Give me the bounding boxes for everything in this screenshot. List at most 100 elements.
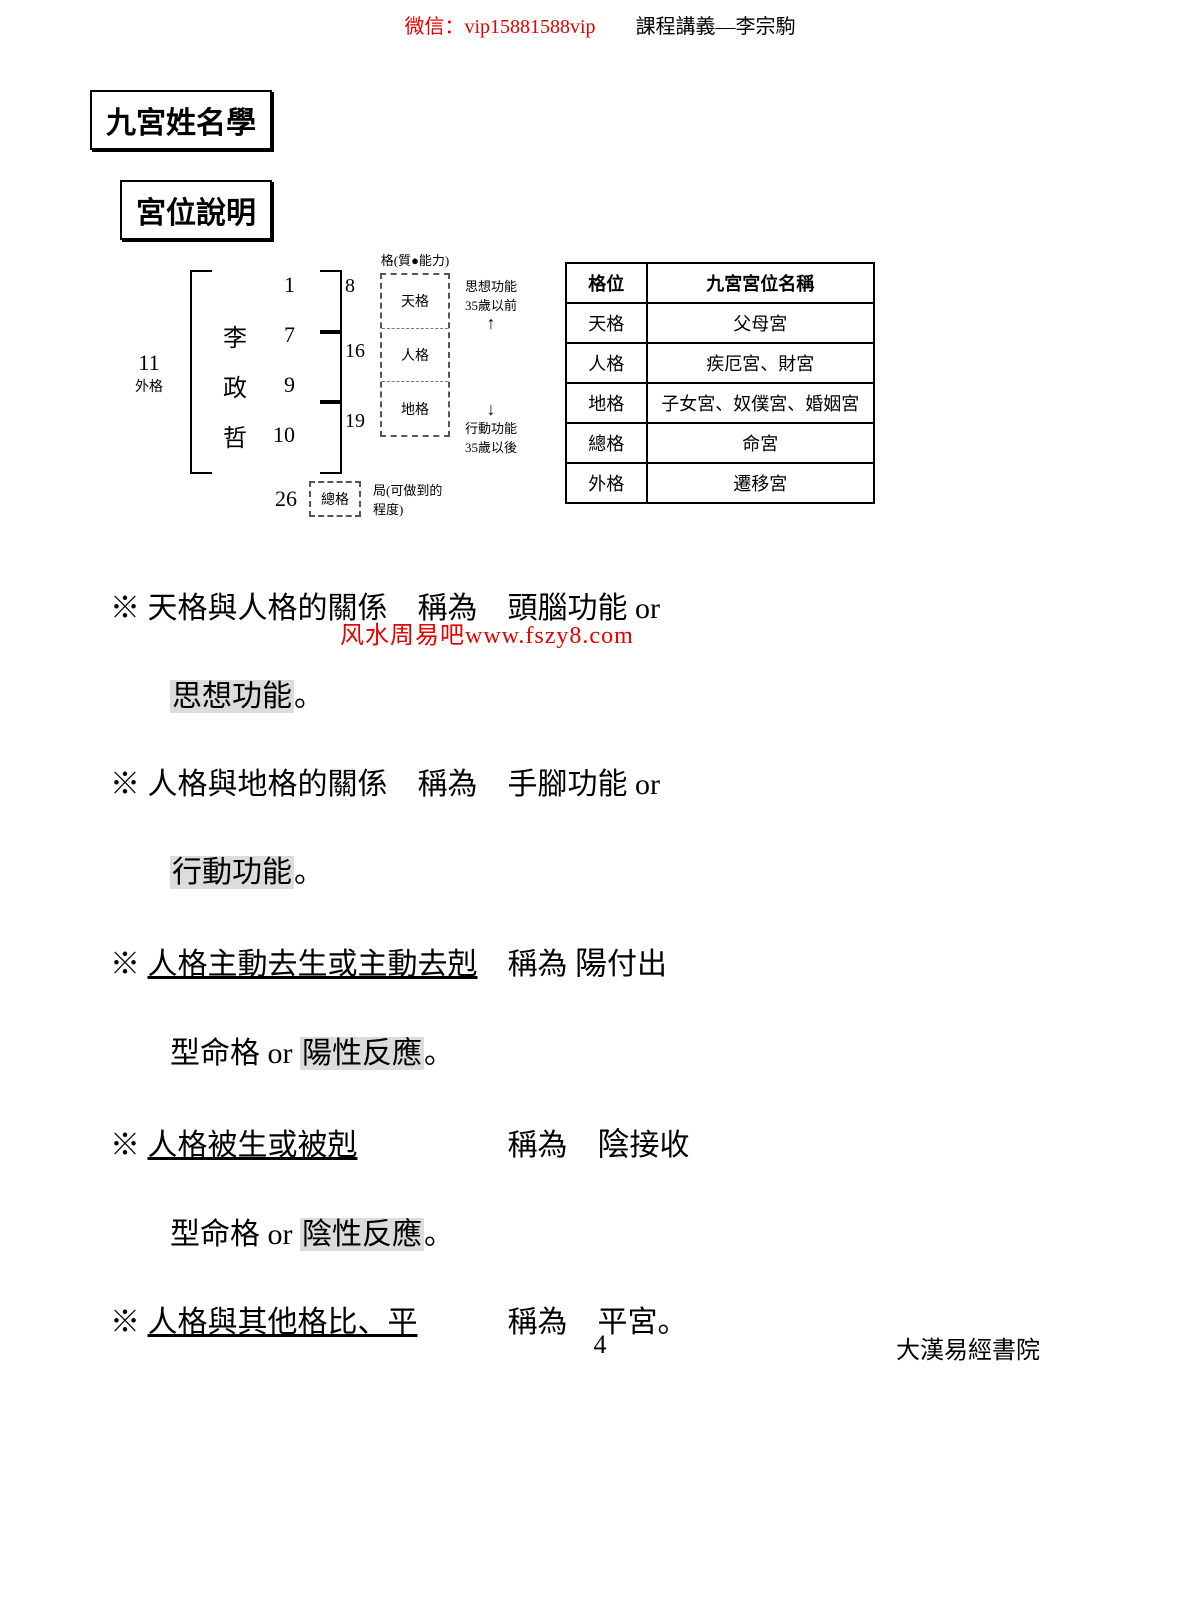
handwritten: 陽 [575,945,607,981]
page-number: 4 [594,1330,607,1360]
name-row: 1 [215,260,295,310]
td: 人格 [566,343,647,383]
highlight: 行動功能 [170,856,294,889]
para: 型命格 or 陰性反應。 [110,1196,1090,1274]
name-stroke: 1 [255,272,295,298]
name-stroke: 10 [255,422,295,448]
underline: 人格與其他格比、平 [148,1306,418,1339]
name-column: 1 李 7 政 9 哲 10 [215,260,295,460]
name-char: 李 [215,318,255,353]
body-text: ※ 天格與人格的關係 稱為 頭腦功能 or 思想功能。 ※ 人格與地格的關係 稱… [110,570,1090,1372]
note-top: 思想功能 35歲以前 [465,276,517,332]
note-bottom: 行動功能 35歲以後 [465,400,517,456]
left-bracket [190,270,212,474]
table-row: 總格命宮 [566,423,874,463]
title-sub: 宮位說明 [120,180,272,240]
left-label-text: 外格 [135,376,163,396]
wechat-id: vip15881588vip [464,16,595,38]
text: 。 [294,680,324,713]
underline: 人格被生或被剋 [148,1129,358,1162]
text: 稱為 平宮。 [418,1306,688,1339]
text: 付出 [607,948,667,981]
total-note: 局(可做到的程度) [373,480,443,518]
text: 。 [294,856,324,889]
table-row: 人格疾厄宮、財宮 [566,343,874,383]
para: ※ 天格與人格的關係 稱為 頭腦功能 or [110,570,1090,648]
text: 。 [424,1037,454,1070]
td: 總格 [566,423,647,463]
total-row: 26 總格 局(可做到的程度) [275,480,443,518]
highlight: 陽性反應 [300,1037,424,1070]
td: 地格 [566,383,647,423]
ge-column: 格(質●能力) 天格 人格 地格 [380,250,450,437]
left-outer-label: 11 外格 [135,350,163,396]
para: 型命格 or 陽性反應。 [110,1015,1090,1093]
para: ※ 人格被生或被剋 稱為 陰接收 [110,1103,1090,1186]
para: ※ 人格與地格的關係 稱為 手腳功能 or [110,746,1090,824]
footer-publisher: 大漢易經書院 [896,1330,1040,1365]
handwritten: 陰 [598,1126,630,1162]
text: 稱為 [358,1129,598,1162]
td: 外格 [566,463,647,503]
bracket [320,400,342,474]
doc-title: 課程講義—李宗駒 [636,10,796,39]
name-row: 李 7 [215,310,295,360]
ge-cell: 天格 [382,275,448,329]
td: 疾厄宮、財宮 [647,343,874,383]
note-text: 思想功能 [465,276,517,295]
para: 行動功能。 [110,834,1090,912]
td: 遷移宮 [647,463,874,503]
arrow-up-icon [465,314,517,332]
text: 型命格 or [170,1218,300,1251]
name-char: 政 [215,368,255,403]
wechat-label: 微信： [404,16,464,38]
text: 型命格 or [170,1037,300,1070]
bracket-sum: 19 [345,410,365,433]
bracket [320,270,342,334]
name-char: 哲 [215,418,255,453]
table-row: 外格遷移宮 [566,463,874,503]
td: 子女宮、奴僕宮、婚姻宮 [647,383,874,423]
highlight: 思想功能 [170,680,294,713]
wechat-line: 微信：vip15881588vip [404,10,595,39]
bracket-sum: 16 [345,340,365,363]
th: 九宮宮位名稱 [647,263,874,303]
ge-header: 格(質●能力) [380,250,450,269]
text: 稱為 [478,948,576,981]
text: ※ [110,948,148,981]
name-diagram: 11 外格 1 李 7 政 9 哲 10 8 16 19 格(質●能力) 天格 … [95,250,875,520]
para: ※ 人格主動去生或主動去剋 稱為 陽付出 [110,922,1090,1005]
text: ※ 人格與地格的關係 稱為 手腳功能 or [110,768,660,801]
left-num: 11 [135,350,163,376]
table-row: 天格父母宮 [566,303,874,343]
name-stroke: 7 [255,322,295,348]
bracket-sum: 8 [345,275,355,298]
name-row: 政 9 [215,360,295,410]
bracket [320,330,342,404]
highlight: 陰性反應 [300,1218,424,1251]
td: 父母宮 [647,303,874,343]
text: 接收 [630,1129,690,1162]
table-row: 地格子女宮、奴僕宮、婚姻宮 [566,383,874,423]
palace-table: 格位 九宮宮位名稱 天格父母宮 人格疾厄宮、財宮 地格子女宮、奴僕宮、婚姻宮 總… [565,262,875,504]
ge-cell: 地格 [382,382,448,435]
ge-box: 天格 人格 地格 [380,273,450,437]
text: 。 [424,1218,454,1251]
text: ※ [110,1129,148,1162]
name-stroke: 9 [255,372,295,398]
para: 思想功能。 [110,658,1090,736]
text: ※ [110,1306,148,1339]
page-header: 微信：vip15881588vip 課程講義—李宗駒 [0,10,1200,39]
note-text: 35歲以前 [465,295,517,314]
total-num: 26 [275,486,297,512]
name-row: 哲 10 [215,410,295,460]
text: ※ 天格與人格的關係 稱為 頭腦功能 or [110,592,660,625]
arrow-down-icon [465,400,517,418]
td: 天格 [566,303,647,343]
total-box: 總格 [309,481,361,517]
title-main: 九宮姓名學 [90,90,272,150]
td: 命宮 [647,423,874,463]
note-text: 35歲以後 [465,437,517,456]
note-text: 行動功能 [465,418,517,437]
table-header-row: 格位 九宮宮位名稱 [566,263,874,303]
